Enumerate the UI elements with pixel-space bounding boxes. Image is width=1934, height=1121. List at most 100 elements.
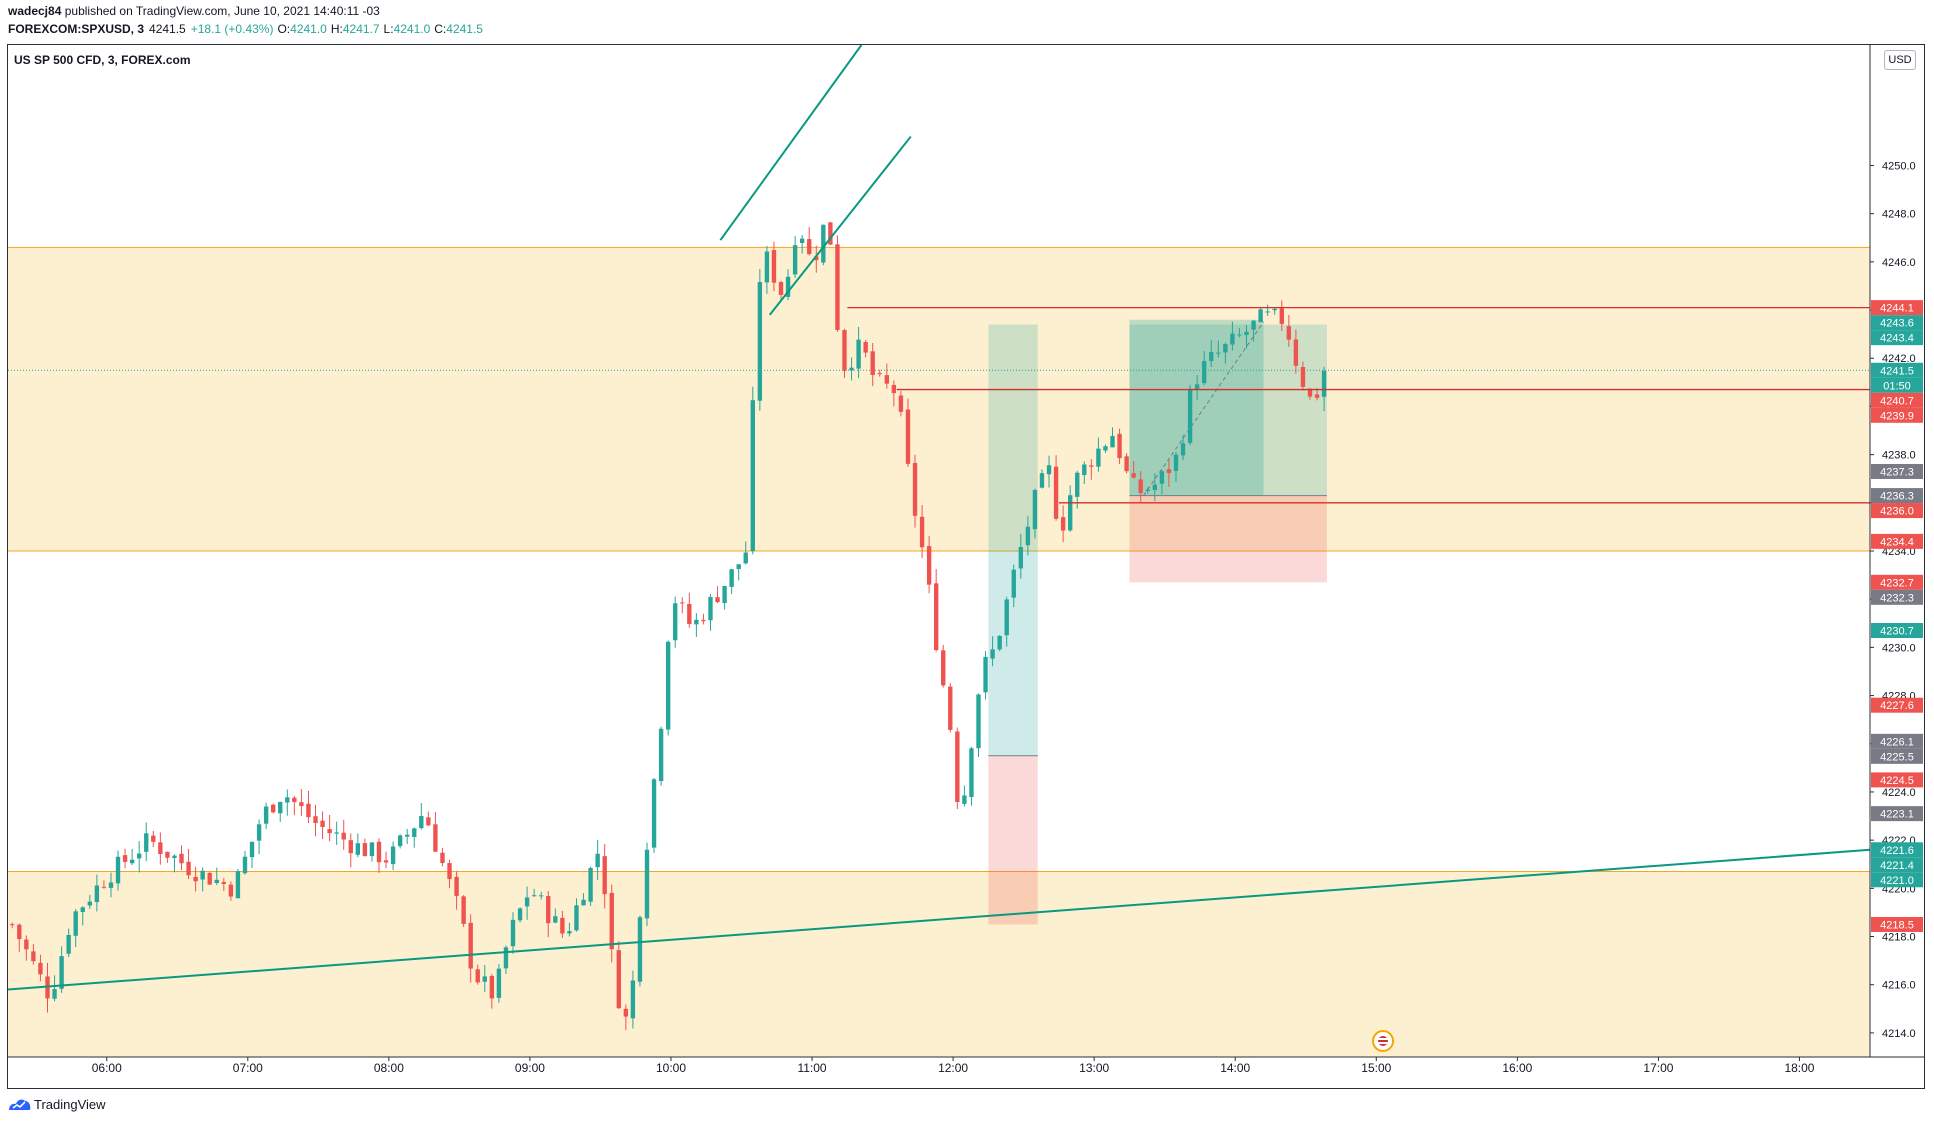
candle (1067, 495, 1073, 531)
price-axis-label: 4218.5 (1880, 919, 1914, 931)
candle (461, 896, 466, 924)
price-axis-label-bg (1871, 488, 1923, 504)
candle (242, 856, 248, 874)
time-tick-label: 14:00 (1220, 1061, 1250, 1075)
candle (108, 882, 114, 888)
candle (327, 829, 332, 834)
price-axis-label: 4224.5 (1880, 775, 1914, 787)
chart-frame[interactable] (7, 44, 1925, 1089)
candle (651, 779, 657, 848)
price-axis-label: 4239.9 (1880, 410, 1914, 422)
candle (1018, 546, 1024, 569)
time-tick-label: 09:00 (515, 1061, 545, 1075)
candle (898, 395, 904, 412)
candle (1265, 311, 1270, 313)
candle (1307, 388, 1313, 397)
candle (1117, 433, 1122, 459)
price-axis-label-bg (1871, 300, 1923, 316)
candle (560, 917, 565, 934)
candle (440, 852, 445, 864)
candle (38, 962, 43, 975)
candle (10, 924, 15, 926)
trendline-2[interactable] (768, 135, 912, 316)
candle (1060, 517, 1066, 531)
price-axis-label-bg (1871, 533, 1923, 549)
candle (1004, 599, 1009, 636)
candle (1216, 352, 1221, 354)
candle (468, 922, 473, 969)
price-axis-label-bg (1871, 407, 1923, 423)
price-axis-label: 4232.3 (1880, 592, 1914, 604)
candle (743, 552, 748, 564)
author-name[interactable]: wadecj84 (8, 4, 62, 18)
candle (306, 803, 311, 818)
price-axis-label-bg (1871, 330, 1923, 346)
candle (842, 330, 847, 371)
publish-line: wadecj84 published on TradingView.com, J… (8, 4, 380, 18)
candle (1272, 308, 1277, 311)
candle (764, 251, 770, 283)
tradingview-logo-icon (9, 1099, 31, 1110)
candle (997, 635, 1002, 650)
candle (94, 885, 100, 903)
candle (1159, 471, 1165, 484)
us-flag-event-icon[interactable] (1372, 1030, 1394, 1052)
candle (588, 868, 593, 902)
candle (24, 939, 29, 950)
candle (390, 846, 396, 865)
candle (172, 855, 177, 859)
candle (59, 956, 64, 989)
candle (31, 951, 36, 962)
candle (1046, 465, 1052, 475)
candle (355, 843, 361, 855)
currency-badge[interactable]: USD (1884, 50, 1916, 70)
position-1-stop-zone[interactable] (1129, 495, 1327, 583)
publish-header: wadecj84 published on TradingView.com, J… (0, 0, 1934, 38)
price-axis-label: 4240.7 (1880, 395, 1914, 407)
candle (221, 881, 227, 884)
candle (405, 834, 410, 837)
candle (122, 855, 128, 862)
price-axis-label-bg (1871, 842, 1923, 858)
candle (616, 950, 621, 1009)
candle (285, 797, 290, 803)
candle (990, 649, 995, 659)
price-axis-label: 4227.6 (1880, 700, 1914, 712)
candle (17, 924, 22, 940)
candle (884, 375, 889, 384)
candle (1244, 331, 1249, 335)
candle (1011, 569, 1016, 598)
candle (1293, 339, 1299, 366)
low-label: L: (383, 22, 394, 36)
candle (256, 824, 262, 841)
price-tick-label: 4230.0 (1882, 642, 1916, 654)
candle (278, 801, 283, 814)
price-axis-label: 4226.1 (1880, 736, 1914, 748)
candle (1138, 479, 1143, 493)
candle (1321, 370, 1327, 397)
plot-area[interactable] (8, 45, 1870, 1057)
price-axis-label-bg (1871, 872, 1923, 888)
price-tick-label: 4246.0 (1882, 257, 1916, 269)
price-axis-label: 4237.3 (1880, 466, 1914, 478)
candle (912, 462, 918, 516)
price-axis-label: 4236.3 (1880, 491, 1914, 503)
price-axis-label: 4236.0 (1880, 506, 1914, 518)
position-0-stop-zone[interactable] (988, 755, 1038, 925)
open-label: O: (277, 22, 291, 36)
tradingview-brand[interactable]: TradingView (34, 1097, 106, 1112)
candle (877, 373, 882, 375)
time-tick-label: 15:00 (1361, 1061, 1391, 1075)
candle (73, 911, 78, 936)
trendline-1[interactable] (719, 45, 863, 241)
candle (1131, 473, 1136, 478)
candle (849, 367, 854, 371)
time-tick-label: 12:00 (938, 1061, 968, 1075)
candle (1089, 465, 1094, 467)
trendline-0[interactable] (8, 848, 1870, 991)
candle (369, 842, 375, 857)
candle (1187, 388, 1193, 443)
candle (1053, 466, 1059, 519)
candle (151, 835, 156, 842)
